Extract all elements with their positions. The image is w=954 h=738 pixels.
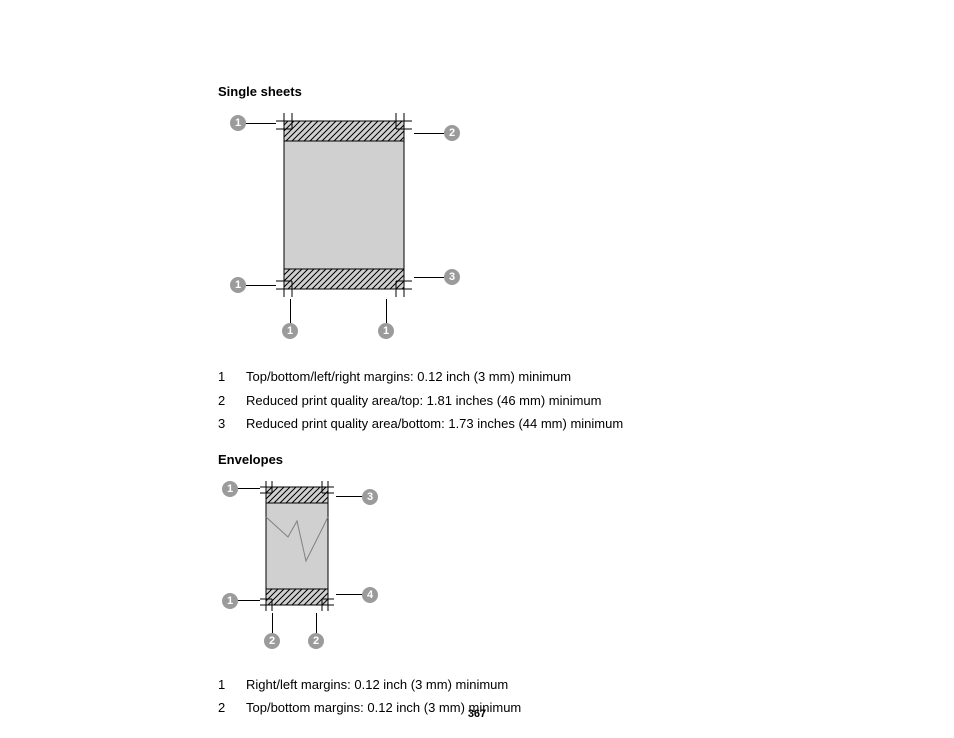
legend-index: 2	[218, 391, 246, 411]
section-heading-single-sheets: Single sheets	[218, 84, 838, 99]
callout-number-icon: 3	[362, 489, 378, 505]
callout-1-bottom-left: 1	[230, 277, 276, 293]
callout-number-icon: 1	[222, 481, 238, 497]
callout-1-bottom-1: 1	[282, 299, 298, 339]
legend-text: Right/left margins: 0.12 inch (3 mm) min…	[246, 675, 508, 695]
callout-3-bottom-right: 3	[414, 269, 460, 285]
envelopes-diagram: 1 3 1 4 2	[218, 481, 418, 661]
section-heading-envelopes: Envelopes	[218, 452, 838, 467]
legend-row: 1 Top/bottom/left/right margins: 0.12 in…	[218, 367, 838, 387]
callout-2-top-right: 2	[414, 125, 460, 141]
callout-lead	[238, 488, 260, 489]
page-content: Single sheets	[218, 84, 838, 722]
legend-text: Top/bottom/left/right margins: 0.12 inch…	[246, 367, 571, 387]
legend-row: 3 Reduced print quality area/bottom: 1.7…	[218, 414, 838, 434]
callout-3-top-right: 3	[336, 489, 378, 505]
callout-lead	[246, 285, 276, 286]
callout-2-bottom-2: 2	[308, 613, 324, 649]
callout-1-top-left: 1	[222, 481, 260, 497]
callout-number-icon: 2	[264, 633, 280, 649]
legend-text: Reduced print quality area/top: 1.81 inc…	[246, 391, 602, 411]
callout-lead	[414, 277, 444, 278]
legend-row: 1 Right/left margins: 0.12 inch (3 mm) m…	[218, 675, 838, 695]
callout-4-bottom-right: 4	[336, 587, 378, 603]
callout-number-icon: 4	[362, 587, 378, 603]
callout-1-top-left: 1	[230, 115, 276, 131]
callout-lead	[316, 613, 317, 633]
callout-number-icon: 2	[308, 633, 324, 649]
legend-index: 1	[218, 367, 246, 387]
callout-number-icon: 2	[444, 125, 460, 141]
callout-number-icon: 1	[230, 277, 246, 293]
legend-row: 2 Reduced print quality area/top: 1.81 i…	[218, 391, 838, 411]
single-sheets-legend: 1 Top/bottom/left/right margins: 0.12 in…	[218, 367, 838, 434]
legend-text: Reduced print quality area/bottom: 1.73 …	[246, 414, 623, 434]
callout-1-bottom-left: 1	[222, 593, 260, 609]
callout-lead	[336, 496, 362, 497]
callout-number-icon: 1	[378, 323, 394, 339]
legend-index: 1	[218, 675, 246, 695]
callout-lead	[336, 594, 362, 595]
document-page: Single sheets	[0, 0, 954, 738]
envelopes-section: Envelopes	[218, 452, 838, 718]
callout-lead	[414, 133, 444, 134]
callout-number-icon: 3	[444, 269, 460, 285]
callout-lead	[290, 299, 291, 323]
callout-number-icon: 1	[282, 323, 298, 339]
callout-number-icon: 1	[222, 593, 238, 609]
single-sheets-svg	[218, 113, 478, 353]
callout-number-icon: 1	[230, 115, 246, 131]
page-number: 367	[0, 708, 954, 720]
callout-lead	[238, 600, 260, 601]
callout-lead	[386, 299, 387, 323]
legend-index: 3	[218, 414, 246, 434]
callout-lead	[246, 123, 276, 124]
single-sheets-diagram: 1 2 1 3 1 1	[218, 113, 478, 353]
callout-1-bottom-2: 1	[378, 299, 394, 339]
callout-lead	[272, 613, 273, 633]
callout-2-bottom-1: 2	[264, 613, 280, 649]
